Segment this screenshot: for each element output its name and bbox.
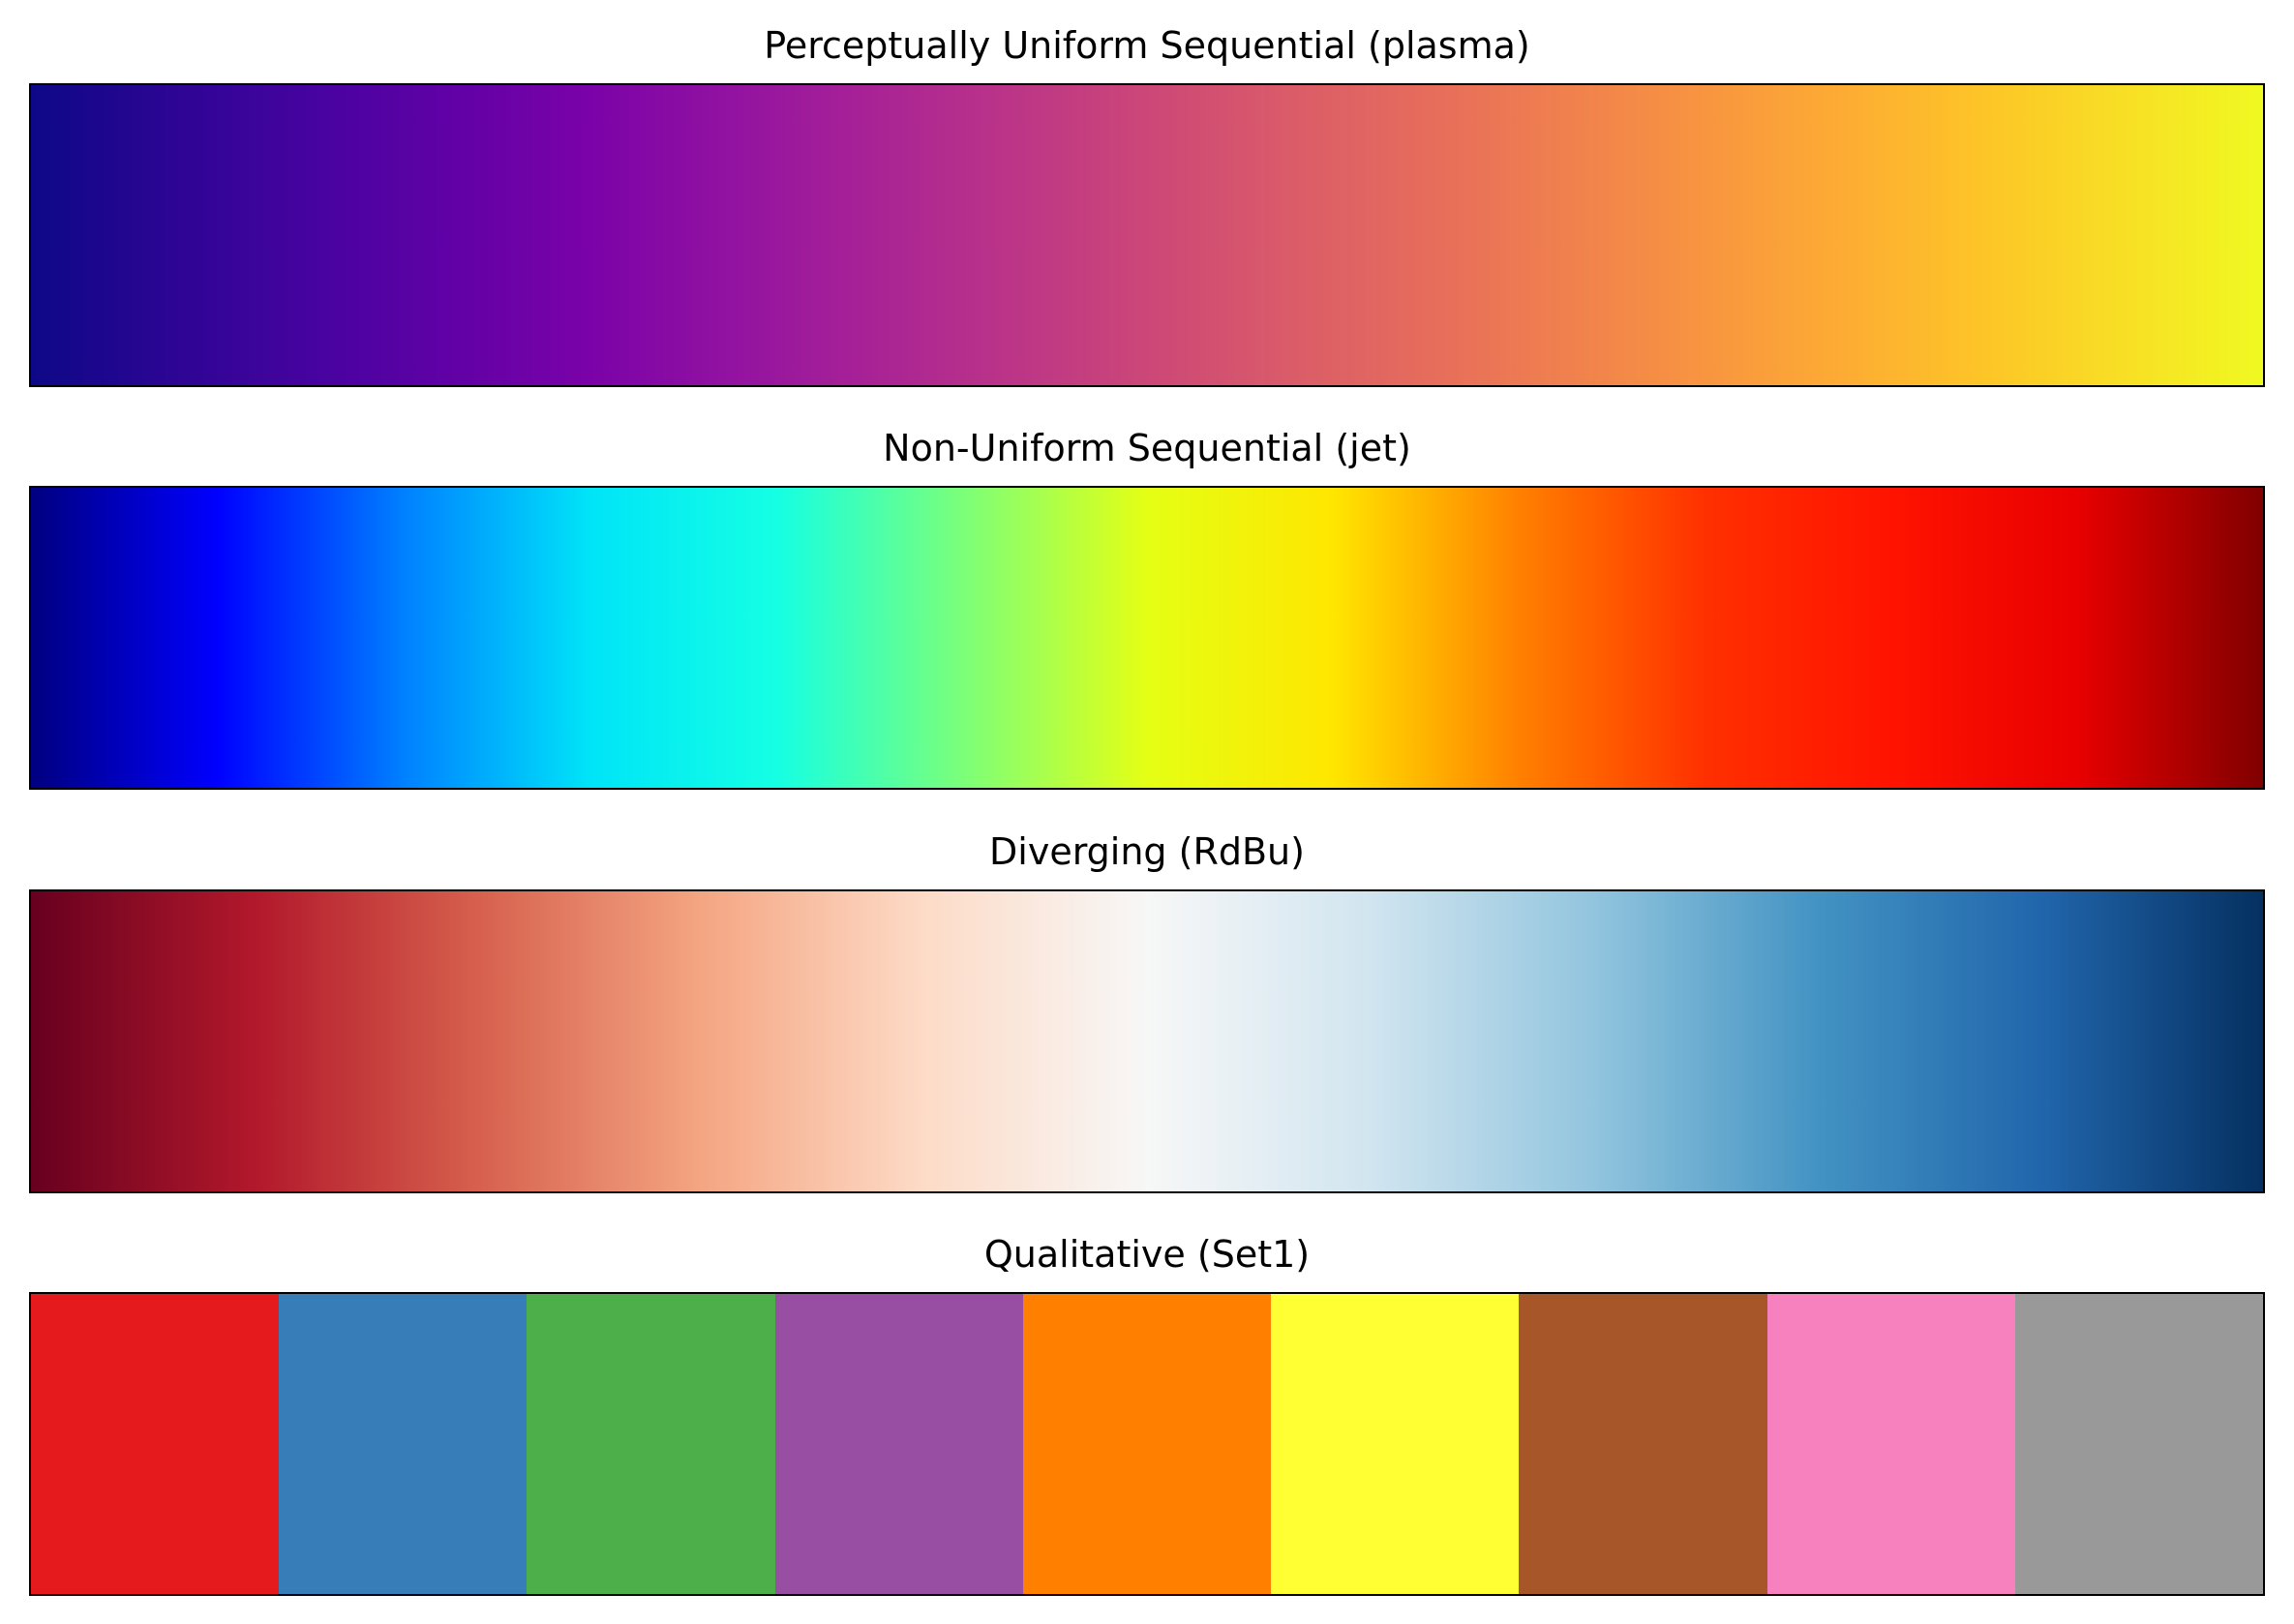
gradient-plasma (31, 85, 2263, 385)
panel-title-rdbu: Diverging (RdBu) (989, 830, 1305, 873)
set1-swatch-1 (31, 1294, 281, 1594)
swatches-set1 (31, 1294, 2263, 1594)
colorbar-set1 (29, 1292, 2265, 1596)
set1-swatch-5 (1022, 1294, 1273, 1594)
gradient-rdbu (31, 891, 2263, 1191)
panel-title-set1: Qualitative (Set1) (983, 1233, 1311, 1276)
set1-swatch-8 (1766, 1294, 2016, 1594)
colorbar-plasma (29, 83, 2265, 387)
gradient-jet (31, 488, 2263, 788)
colorbar-jet (29, 486, 2265, 790)
colorbar-rdbu (29, 889, 2265, 1193)
set1-swatch-6 (1271, 1294, 1521, 1594)
set1-swatch-4 (774, 1294, 1025, 1594)
set1-swatch-3 (527, 1294, 776, 1594)
panel-title-plasma: Perceptually Uniform Sequential (plasma) (764, 24, 1530, 67)
panel-title-jet: Non-Uniform Sequential (jet) (883, 427, 1411, 469)
set1-swatch-9 (2014, 1294, 2263, 1594)
set1-swatch-2 (279, 1294, 528, 1594)
set1-swatch-7 (1519, 1294, 1768, 1594)
